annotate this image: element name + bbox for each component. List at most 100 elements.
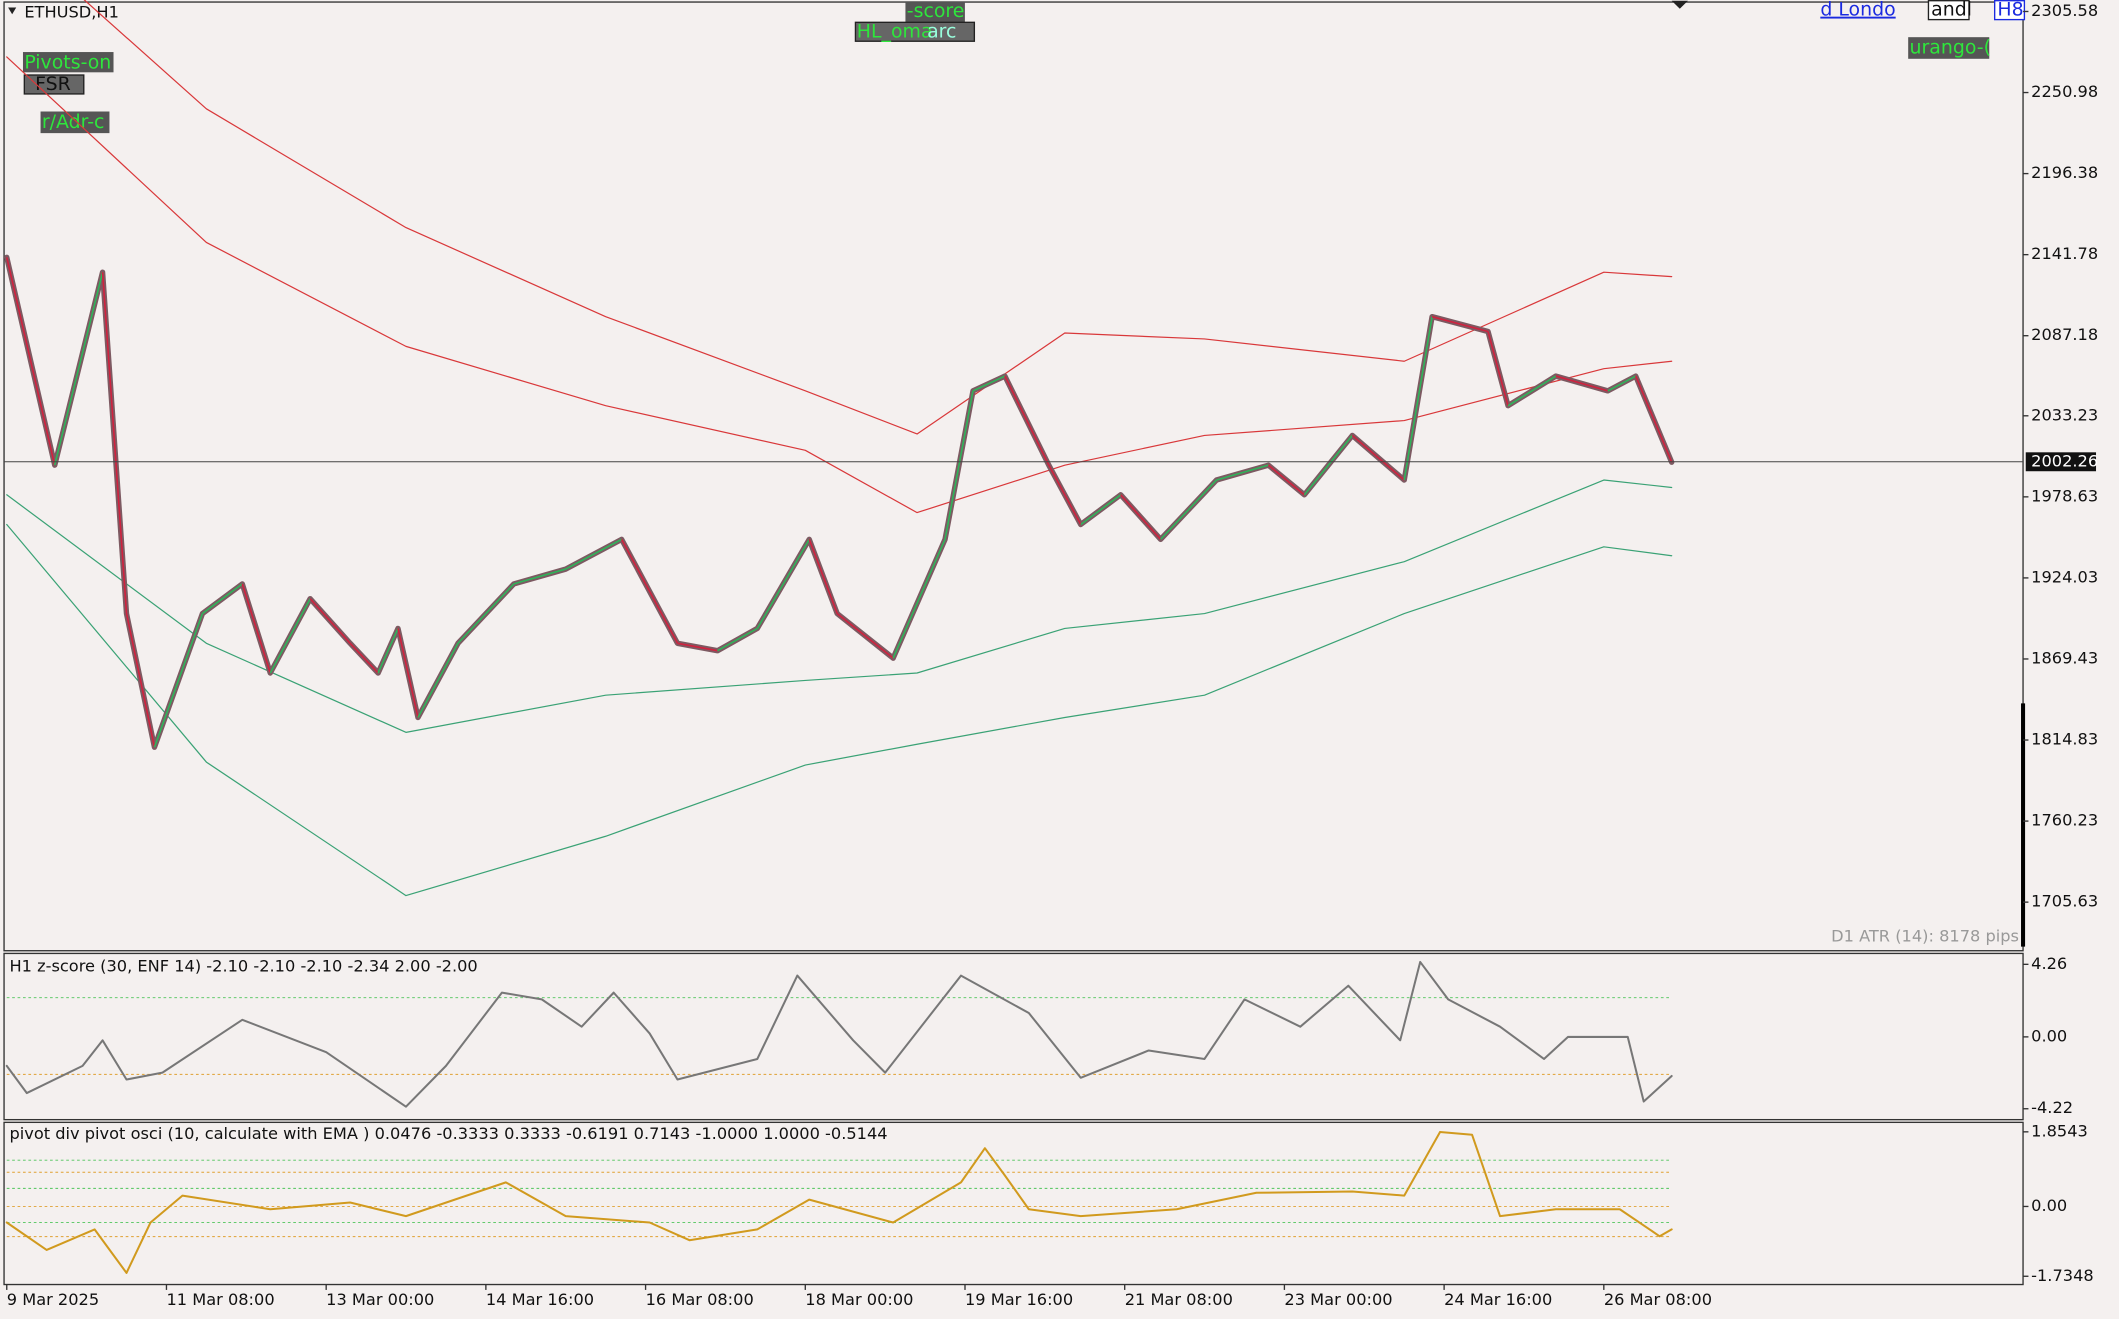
button[interactable]: H8 xyxy=(1997,0,2023,21)
band-line xyxy=(6,56,1673,514)
price-segment xyxy=(397,628,419,718)
symbol: ETHUSD,H1 xyxy=(24,2,119,21)
y-tick-label: 2196.38 xyxy=(2031,163,2098,182)
button[interactable]: urango-( xyxy=(1910,36,1991,58)
y-tick-label: -1.7348 xyxy=(2031,1266,2094,1285)
price-segment xyxy=(620,538,679,644)
x-tick-label: 23 Mar 00:00 xyxy=(1284,1290,1392,1309)
y-tick-label: 1.8543 xyxy=(2031,1121,2088,1140)
x-tick-label: 13 Mar 00:00 xyxy=(326,1290,434,1309)
y-tick-label: 1978.63 xyxy=(2031,486,2098,505)
price-segment xyxy=(1160,479,1218,540)
price-segment xyxy=(269,598,311,674)
x-tick-label: 21 Mar 08:00 xyxy=(1125,1290,1233,1309)
price-segment xyxy=(808,539,838,614)
main-panel xyxy=(3,1,2024,952)
button[interactable]: FSR xyxy=(35,73,71,95)
y-tick-label: 2087.18 xyxy=(2031,325,2098,344)
price-segment xyxy=(1303,434,1353,496)
button-bg xyxy=(905,2,965,23)
price-segment xyxy=(836,612,894,659)
price-segment xyxy=(1080,494,1122,526)
price-segment xyxy=(241,583,272,674)
price-segment xyxy=(513,568,566,585)
price-segment xyxy=(1431,315,1489,333)
price-segment xyxy=(717,627,758,652)
price-segment xyxy=(201,583,243,615)
band-line xyxy=(6,523,1673,897)
y-tick-label: 1705.63 xyxy=(2031,892,2098,911)
shift-marker xyxy=(1671,0,1688,9)
price-segment xyxy=(349,642,379,674)
y-tick-label: 2033.23 xyxy=(2031,405,2098,424)
y-tick-label: 1814.83 xyxy=(2031,730,2098,749)
price-segment xyxy=(457,583,515,644)
band-line xyxy=(83,0,1673,435)
price-segment xyxy=(565,538,623,570)
y-tick-label: 4.26 xyxy=(2031,954,2067,973)
price-segment xyxy=(1555,375,1609,392)
button[interactable]: d Londo xyxy=(1820,0,1895,21)
price-segment xyxy=(1120,494,1162,540)
price-segment xyxy=(1048,464,1082,525)
price-segment xyxy=(677,642,718,652)
price-segment xyxy=(53,271,104,466)
x-tick-label: 26 Mar 08:00 xyxy=(1604,1290,1712,1309)
y-tick-label: 2141.78 xyxy=(2031,244,2098,263)
x-tick-label: 24 Mar 16:00 xyxy=(1444,1290,1552,1309)
price-segment xyxy=(1487,331,1509,406)
y-tick-label: 1924.03 xyxy=(2031,567,2098,586)
button[interactable]: -score xyxy=(907,0,965,22)
button-bg xyxy=(854,21,976,42)
y-tick-label: 2305.58 xyxy=(2031,1,2098,20)
menu-arrow[interactable] xyxy=(8,7,17,15)
osci-title: pivot div pivot osci (10, calculate with… xyxy=(9,1124,887,1143)
current-price-label: 2002.26 xyxy=(2031,451,2098,470)
button-bg xyxy=(1993,0,2026,21)
button[interactable]: Pivots-on xyxy=(24,51,111,73)
button[interactable]: HL_oma xyxy=(857,20,933,42)
price-segment xyxy=(972,375,1006,392)
price-segment xyxy=(5,257,56,466)
price-segment xyxy=(1507,375,1557,407)
button[interactable]: arc xyxy=(927,20,956,42)
x-tick-label: 9 Mar 2025 xyxy=(7,1290,99,1309)
price-segment xyxy=(1351,434,1405,481)
x-tick-label: 18 Mar 00:00 xyxy=(805,1290,913,1309)
button-bg xyxy=(22,52,114,73)
button-bg xyxy=(1908,37,1990,59)
indicator-line xyxy=(5,960,1673,1108)
band-line xyxy=(6,479,1673,733)
price-segment xyxy=(1403,316,1433,481)
price-segment xyxy=(125,613,156,748)
y-tick-label: 1760.23 xyxy=(2031,811,2098,830)
button[interactable]: andl xyxy=(1931,0,1972,21)
price-segment xyxy=(101,272,128,614)
osci-panel xyxy=(3,1121,2024,1286)
current-price-box xyxy=(2025,452,2097,472)
y-tick-label: 0.00 xyxy=(2031,1196,2067,1215)
x-tick-label: 11 Mar 08:00 xyxy=(166,1290,274,1309)
atr-label: D1 ATR (14): 8178 pips xyxy=(1831,927,2019,946)
button-bg xyxy=(40,111,110,134)
y-tick-label: 0.00 xyxy=(2031,1026,2067,1045)
price-segment xyxy=(309,598,351,644)
price-segment xyxy=(377,628,399,674)
button[interactable]: r/Adr-c xyxy=(42,111,105,133)
y-tick-label: 1869.43 xyxy=(2031,648,2098,667)
x-tick-label: 14 Mar 16:00 xyxy=(486,1290,594,1309)
price-segment xyxy=(1216,464,1269,481)
y-tick-label: -4.22 xyxy=(2031,1098,2073,1117)
y-tick-label: 2250.98 xyxy=(2031,82,2098,101)
price-segment xyxy=(1004,375,1050,466)
price-segment xyxy=(417,642,459,718)
button-bg xyxy=(23,74,85,95)
price-segment xyxy=(1607,375,1637,392)
zscore-title: H1 z-score (30, ENF 14) -2.10 -2.10 -2.1… xyxy=(9,956,477,975)
button-bg xyxy=(1927,0,1970,21)
price-segment xyxy=(756,538,810,629)
x-tick-label: 19 Mar 16:00 xyxy=(965,1290,1073,1309)
